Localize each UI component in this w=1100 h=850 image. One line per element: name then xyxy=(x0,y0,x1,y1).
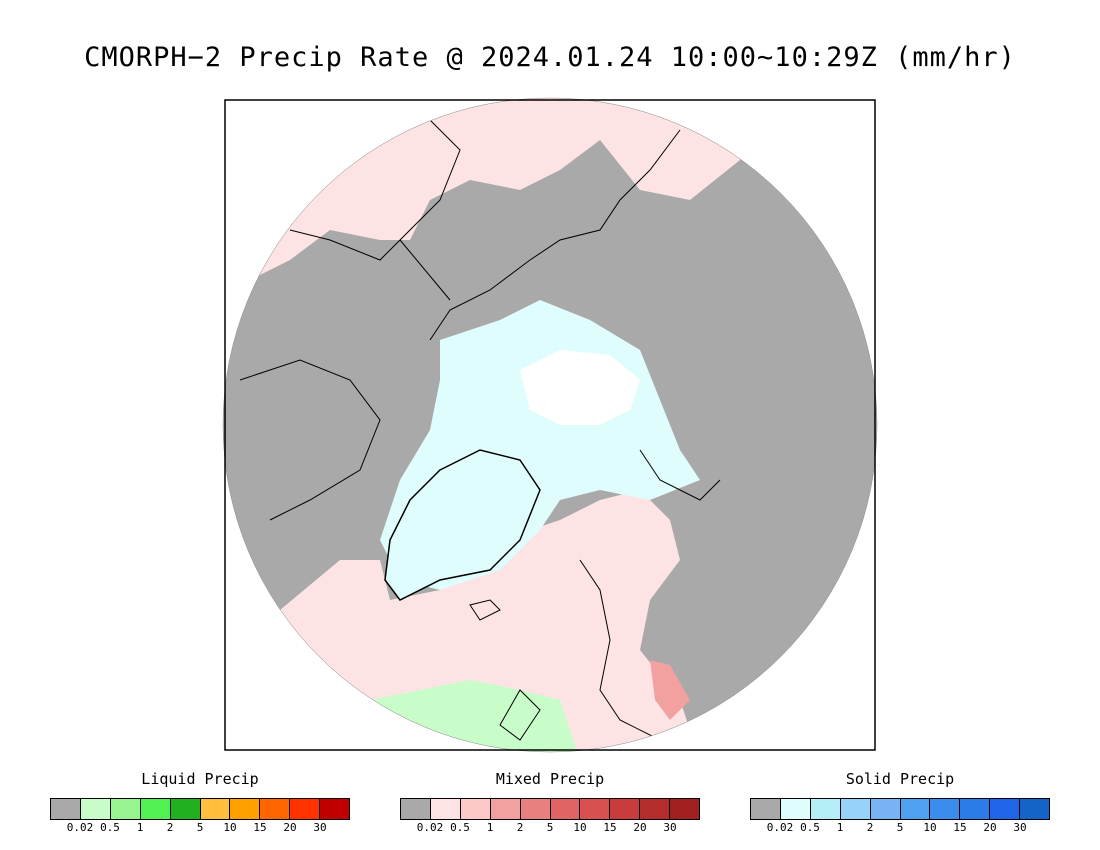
color-swatch xyxy=(930,799,961,819)
color-swatch xyxy=(810,799,841,819)
coastlines xyxy=(239,119,721,741)
tick-label: 15 xyxy=(253,821,267,834)
color-swatch xyxy=(140,799,171,819)
missing-data-pole xyxy=(520,350,640,425)
tick-label: 20 xyxy=(283,821,297,834)
color-swatch xyxy=(200,799,231,819)
figure-title: CMORPH−2 Precip Rate @ 2024.01.24 10:00~… xyxy=(84,42,1016,73)
legend-mixed: Mixed Precip 0.02 0.5 1 2 5 10 15 20 30 xyxy=(400,770,700,834)
tick-label: 1 xyxy=(486,821,494,834)
color-swatch xyxy=(550,799,581,819)
legend-solid: Solid Precip 0.02 0.5 1 2 5 10 15 20 30 xyxy=(750,770,1050,834)
color-swatch xyxy=(580,799,611,819)
color-swatch xyxy=(610,799,641,819)
legend-liquid: Liquid Precip 0.02 0.5 1 2 5 10 15 20 30 xyxy=(50,770,350,834)
color-swatch xyxy=(520,799,551,819)
color-swatch xyxy=(780,799,811,819)
color-bar xyxy=(750,798,1050,820)
tick-label: 20 xyxy=(983,821,997,834)
color-swatch xyxy=(260,799,291,819)
tick-label: 15 xyxy=(953,821,967,834)
color-swatch xyxy=(110,799,141,819)
color-swatch xyxy=(990,799,1021,819)
tick-labels: 0.02 0.5 1 2 5 10 15 20 30 xyxy=(50,820,350,834)
map-frame xyxy=(224,99,876,751)
map-disc xyxy=(223,98,877,752)
color-swatch xyxy=(670,799,700,819)
color-swatch xyxy=(170,799,201,819)
color-swatch xyxy=(460,799,491,819)
tick-labels: 0.02 0.5 1 2 5 10 15 20 30 xyxy=(400,820,700,834)
greenland-landmass xyxy=(384,449,541,601)
color-swatch xyxy=(230,799,261,819)
tick-label: 0.02 xyxy=(416,821,444,834)
color-swatch xyxy=(751,799,781,819)
color-swatch xyxy=(490,799,521,819)
color-swatch xyxy=(51,799,81,819)
tick-label: 30 xyxy=(313,821,327,834)
color-swatch xyxy=(320,799,350,819)
color-swatch xyxy=(640,799,671,819)
color-bar xyxy=(400,798,700,820)
tick-label: 2 xyxy=(866,821,874,834)
color-swatch xyxy=(401,799,431,819)
tick-label: 10 xyxy=(573,821,587,834)
legend-title: Mixed Precip xyxy=(495,770,605,788)
color-swatch xyxy=(290,799,321,819)
tick-label: 10 xyxy=(923,821,937,834)
color-swatch xyxy=(870,799,901,819)
tick-label: 2 xyxy=(516,821,524,834)
tick-label: 5 xyxy=(546,821,554,834)
color-swatch xyxy=(840,799,871,819)
tick-labels: 0.02 0.5 1 2 5 10 15 20 30 xyxy=(750,820,1050,834)
tick-label: 1 xyxy=(836,821,844,834)
tick-label: 0.5 xyxy=(100,821,120,834)
tick-label: 1 xyxy=(136,821,144,834)
tick-label: 0.5 xyxy=(450,821,470,834)
color-swatch xyxy=(80,799,111,819)
tick-label: 0.02 xyxy=(766,821,794,834)
legend-title: Solid Precip xyxy=(845,770,955,788)
tick-label: 20 xyxy=(633,821,647,834)
tick-label: 10 xyxy=(223,821,237,834)
tick-label: 15 xyxy=(603,821,617,834)
tick-label: 30 xyxy=(1013,821,1027,834)
color-swatch xyxy=(900,799,931,819)
color-swatch xyxy=(430,799,461,819)
mixed-precip-scandinavia xyxy=(650,660,690,720)
color-swatch xyxy=(1020,799,1050,819)
legend-title: Liquid Precip xyxy=(141,770,259,788)
color-bar xyxy=(50,798,350,820)
tick-label: 2 xyxy=(166,821,174,834)
tick-label: 5 xyxy=(196,821,204,834)
tick-label: 0.02 xyxy=(66,821,94,834)
color-swatch xyxy=(960,799,991,819)
tick-label: 30 xyxy=(663,821,677,834)
disc-edge xyxy=(222,97,878,753)
tick-label: 5 xyxy=(896,821,904,834)
tick-label: 0.5 xyxy=(800,821,820,834)
